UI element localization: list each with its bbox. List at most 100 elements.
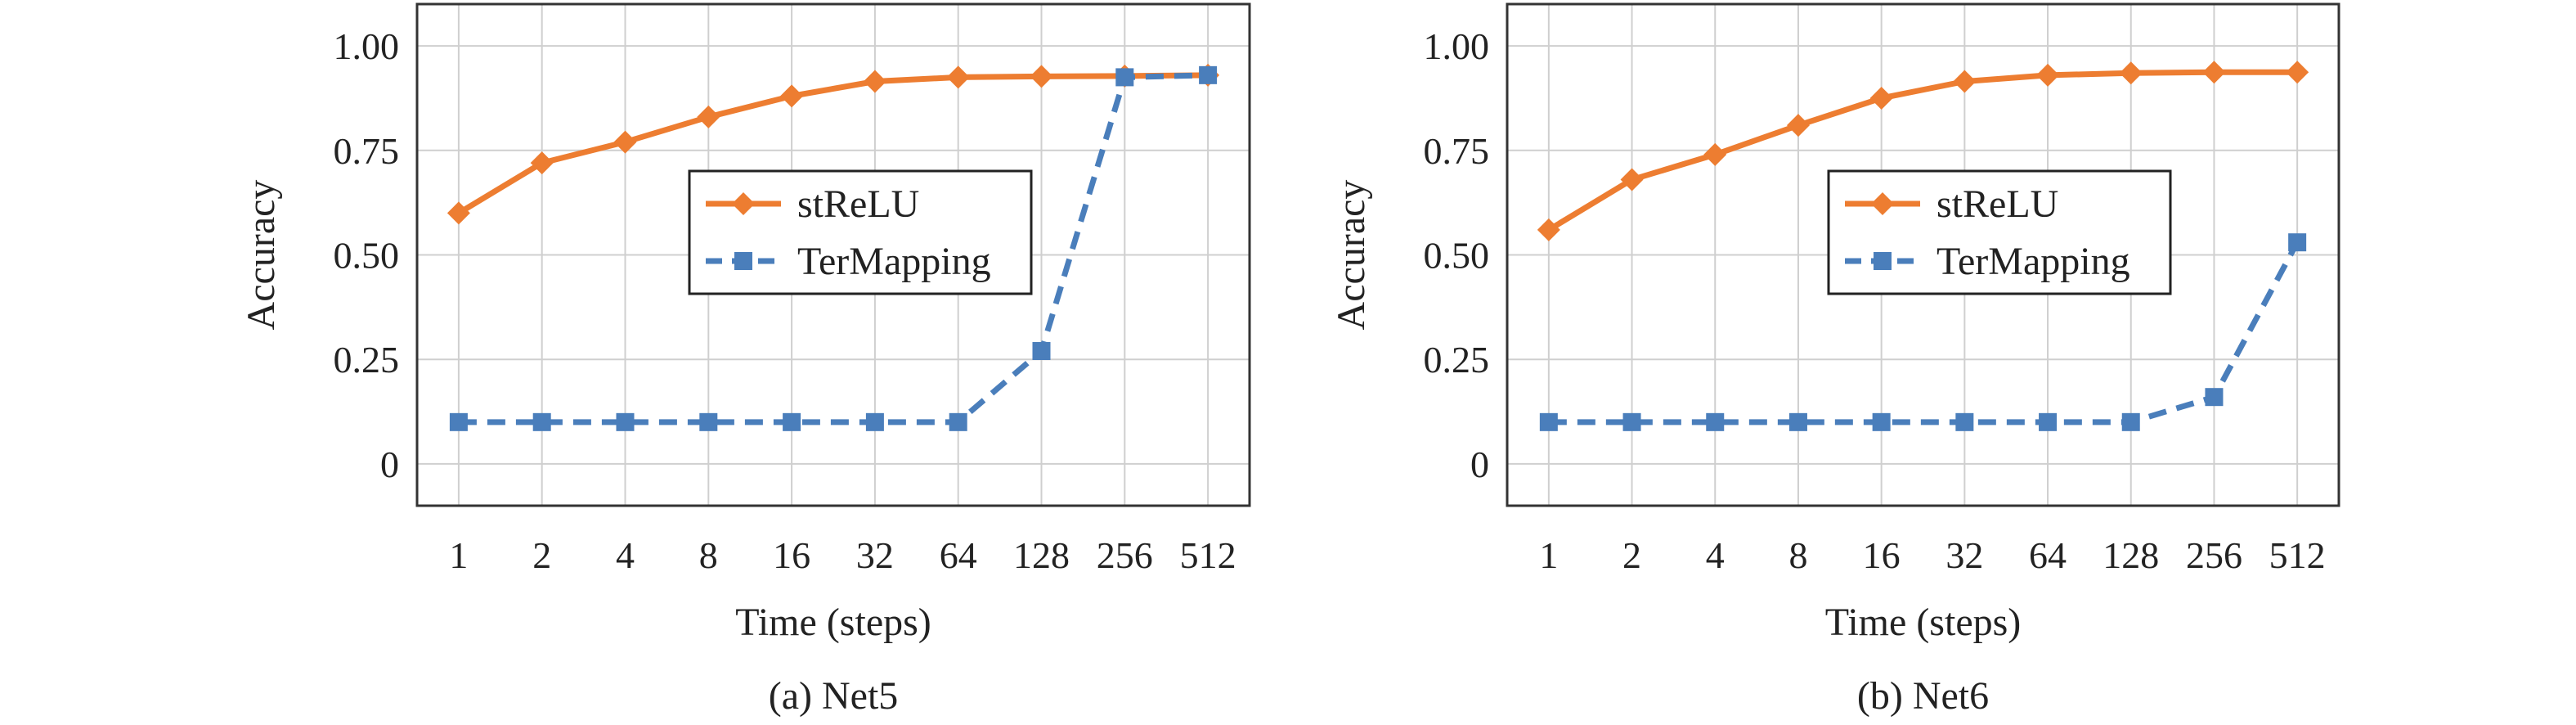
- series-point: [1871, 192, 1894, 215]
- y-tick-label: 1.00: [334, 25, 400, 67]
- series-point: [865, 412, 884, 431]
- series-point: [449, 412, 468, 431]
- legend-box: [688, 169, 1033, 295]
- chart-panel-1: 0 0.25 0.50 0.75 1.00 1 2 4 8 16 32 64 128 256 512 Accu…: [240, 2, 1251, 718]
- x-tick-label: 8: [1788, 534, 1807, 576]
- series-point: [532, 412, 551, 431]
- x-tick-label: 2: [532, 534, 551, 576]
- legend-entry: stReLU: [706, 182, 919, 226]
- x-tick-label: 1: [449, 534, 468, 576]
- series-point: [1622, 412, 1641, 431]
- subfigure-caption: (b) Net6: [1857, 674, 1989, 718]
- x-tick-label: 64: [940, 534, 977, 576]
- x-tick-label: 2: [1622, 534, 1641, 576]
- y-tick-label: 0.75: [1424, 130, 1490, 172]
- y-tick-label: 0.50: [1424, 235, 1490, 277]
- legend-entry: TerMapping: [706, 240, 991, 283]
- series-point: [863, 70, 886, 93]
- series-point: [949, 412, 967, 431]
- x-tick-label: 512: [1180, 534, 1236, 576]
- y-tick-label: 0.25: [334, 339, 400, 381]
- series-termapping: [1539, 233, 2307, 431]
- series-point: [1872, 412, 1891, 431]
- series-termapping: [449, 65, 1218, 431]
- y-axis-title: Accuracy: [1330, 180, 1373, 331]
- legend: stReLU TerMapping: [1827, 169, 2172, 295]
- series-line: [1548, 241, 2300, 426]
- x-tick-label: 4: [1706, 534, 1725, 576]
- series-point: [2036, 63, 2060, 87]
- y-tick-label: 0.50: [334, 235, 400, 277]
- series-point: [732, 192, 755, 215]
- series-point: [1537, 218, 1560, 241]
- y-tick-label: 0.75: [334, 130, 400, 172]
- y-tick-label: 0.25: [1424, 339, 1490, 381]
- series-strelu: [1537, 61, 2309, 241]
- x-tick-label: 8: [699, 534, 718, 576]
- legend-box: [1827, 169, 2172, 295]
- series-point: [616, 412, 635, 431]
- series-point: [1706, 412, 1725, 431]
- x-tick-label: 16: [773, 534, 810, 576]
- x-axis-title: Time (steps): [1825, 601, 2022, 644]
- series-point: [1869, 86, 1893, 110]
- series-point: [783, 412, 801, 431]
- series-point: [1539, 412, 1558, 431]
- series-point: [2288, 233, 2307, 252]
- x-tick-label: 32: [1945, 534, 1983, 576]
- series-point: [1874, 252, 1892, 270]
- series-point: [1620, 168, 1644, 191]
- legend: stReLU TerMapping: [688, 169, 1033, 295]
- series-point: [1953, 70, 1977, 93]
- legend-entry: TerMapping: [1845, 240, 2130, 283]
- series-point: [699, 412, 718, 431]
- x-tick-label: 128: [2103, 534, 2159, 576]
- series-point: [530, 151, 554, 175]
- x-tick-label: 512: [2269, 534, 2326, 576]
- plot-frame: [1506, 2, 2340, 507]
- legend-label: stReLU: [1936, 182, 2058, 226]
- series-point: [613, 130, 637, 154]
- x-tick-label: 128: [1013, 534, 1070, 576]
- x-tick-label: 4: [616, 534, 635, 576]
- x-tick-label: 32: [856, 534, 894, 576]
- series-point: [1955, 412, 1974, 431]
- series-line: [457, 72, 1209, 216]
- x-tick-label: 64: [2029, 534, 2067, 576]
- series-point: [1703, 142, 1727, 166]
- series-line: [458, 72, 1209, 426]
- series-point: [1199, 65, 1218, 84]
- series-point: [1030, 65, 1053, 88]
- legend-label: TerMapping: [1936, 240, 2130, 283]
- series-point: [2286, 61, 2309, 84]
- series-point: [1786, 114, 1810, 137]
- series-point: [734, 252, 752, 270]
- series-point: [2119, 61, 2143, 85]
- x-tick-label: 16: [1863, 534, 1901, 576]
- subfigure-caption: (a) Net5: [769, 674, 899, 718]
- series-point: [697, 105, 720, 128]
- series-point: [1032, 341, 1051, 360]
- series-strelu: [447, 63, 1220, 225]
- series-point: [2202, 61, 2226, 84]
- chart-panel-2: 0 0.25 0.50 0.75 1.00 1 2 4 8 16 32 64 128 256 512 Accu…: [1330, 2, 2340, 718]
- y-axis-title: Accuracy: [240, 180, 283, 331]
- series-point: [447, 201, 470, 225]
- series-line: [1547, 69, 2298, 232]
- legend-label: TerMapping: [797, 240, 991, 283]
- y-tick-label: 0: [380, 444, 399, 485]
- x-tick-label: 1: [1539, 534, 1558, 576]
- series-point: [1788, 412, 1807, 431]
- legend-label: stReLU: [797, 182, 919, 226]
- x-tick-label: 256: [2186, 534, 2242, 576]
- series-point: [2039, 412, 2058, 431]
- series-point: [1115, 68, 1134, 87]
- series-point: [780, 84, 804, 108]
- series-point: [2121, 412, 2140, 431]
- y-tick-label: 0: [1470, 444, 1489, 485]
- series-point: [946, 65, 970, 89]
- plot-frame: [415, 2, 1251, 507]
- y-tick-label: 1.00: [1424, 25, 1490, 67]
- series-point: [2205, 388, 2224, 407]
